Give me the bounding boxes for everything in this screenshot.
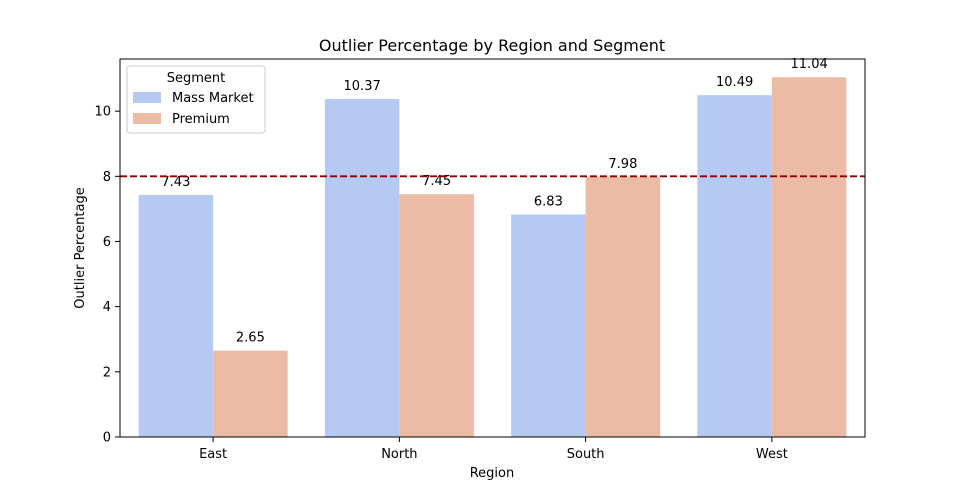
y-tick-label-2: 2 — [103, 365, 111, 380]
bar-north-mass-market — [324, 99, 400, 438]
y-tick-label-4: 4 — [103, 300, 111, 315]
x-tick-label-south: South — [567, 447, 605, 462]
legend-title: Segment — [167, 71, 226, 86]
data-label-west-premium: 11.04 — [791, 57, 828, 72]
x-tick-label-north: North — [381, 447, 417, 462]
data-label-south-mass-market: 6.83 — [534, 194, 563, 209]
y-tick-label-8: 8 — [103, 170, 111, 185]
bar-east-mass-market — [138, 194, 214, 437]
data-labels-layer: 7.43 2.65 10.37 7.45 6.83 7.98 10.49 11.04 — [161, 57, 827, 345]
bar-south-mass-market — [511, 214, 586, 437]
bar-west-premium — [771, 77, 847, 437]
legend: Segment Mass Market Premium — [126, 65, 266, 134]
data-label-north-premium: 7.45 — [422, 174, 451, 189]
legend-label-mass-market: Mass Market — [172, 91, 254, 106]
data-label-north-mass-market: 10.37 — [344, 79, 381, 94]
data-label-west-mass-market: 10.49 — [716, 75, 753, 90]
axes-layer: East North South West 0 2 4 6 8 10 — [94, 58, 866, 462]
chart-title: Outlier Percentage by Region and Segment — [319, 36, 665, 55]
plot-frame — [119, 58, 866, 438]
y-tick-label-10: 10 — [94, 105, 111, 120]
x-axis-label: Region — [470, 466, 515, 481]
legend-swatch-mass-market — [133, 92, 161, 103]
legend-swatch-premium — [133, 113, 161, 124]
x-tick-label-east: East — [199, 447, 227, 462]
y-tick-label-6: 6 — [103, 235, 111, 250]
data-label-east-premium: 2.65 — [236, 331, 265, 346]
bar-west-mass-market — [697, 95, 772, 438]
y-tick-label-0: 0 — [103, 431, 111, 446]
x-tick-label-west: West — [756, 447, 788, 462]
data-label-east-mass-market: 7.43 — [161, 175, 190, 190]
bar-south-premium — [585, 176, 661, 437]
y-axis-label: Outlier Percentage — [73, 187, 88, 308]
data-label-south-premium: 7.98 — [608, 157, 637, 172]
bar-north-premium — [399, 194, 474, 437]
bars-layer — [138, 77, 847, 438]
bar-east-premium — [213, 350, 288, 437]
legend-label-premium: Premium — [172, 112, 230, 127]
legend-frame — [126, 65, 266, 134]
